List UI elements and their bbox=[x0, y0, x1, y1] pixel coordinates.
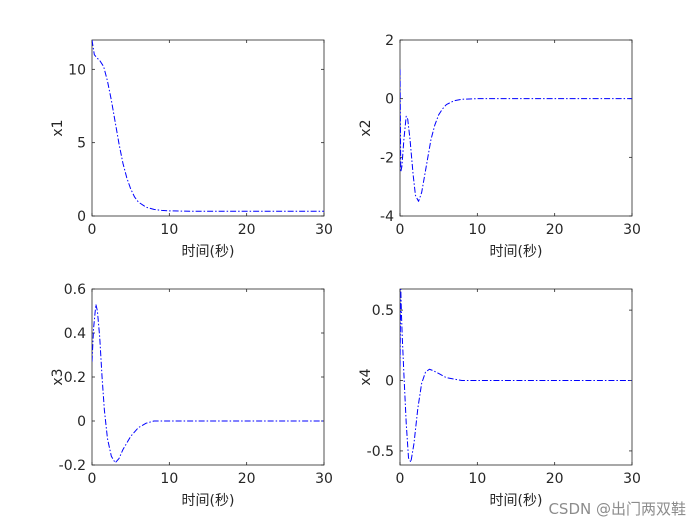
y-tick-label: 0.6 bbox=[64, 282, 86, 298]
x-tick-label: 30 bbox=[623, 222, 641, 238]
y-tick-label: 0 bbox=[385, 374, 394, 390]
series-line-x4 bbox=[400, 289, 632, 463]
y-axis-label: x4 bbox=[358, 368, 374, 385]
x-tick-label: 30 bbox=[623, 471, 641, 487]
subplot-4: 0 10 20 30-0.500.5时间(秒)x4 bbox=[358, 288, 641, 509]
x-tick-label: 0 bbox=[88, 471, 97, 487]
y-tick-label: 2 bbox=[385, 33, 394, 49]
series-line-x3 bbox=[92, 303, 324, 464]
axes-box bbox=[399, 288, 633, 466]
x-tick-label: 0 bbox=[396, 471, 405, 487]
x-tick-label: 20 bbox=[238, 222, 256, 238]
series-line-x2 bbox=[400, 69, 632, 202]
x-tick-label: 10 bbox=[468, 471, 486, 487]
x-axis-label: 时间(秒) bbox=[490, 493, 543, 509]
y-tick-label: 0.2 bbox=[64, 370, 86, 386]
y-tick-label: 0.5 bbox=[372, 303, 394, 319]
x-tick-label: 30 bbox=[315, 222, 333, 238]
series-line-x1 bbox=[92, 40, 324, 212]
y-tick-label: -0.5 bbox=[367, 444, 394, 460]
x-tick-label: 30 bbox=[315, 471, 333, 487]
y-axis-label: x1 bbox=[50, 119, 66, 136]
x-axis-label: 时间(秒) bbox=[490, 244, 543, 260]
y-tick-label: -2 bbox=[380, 150, 394, 166]
y-axis-label: x3 bbox=[50, 368, 66, 385]
x-tick-label: 20 bbox=[238, 471, 256, 487]
axes-box bbox=[91, 39, 325, 217]
y-tick-label: 0 bbox=[385, 92, 394, 108]
x-tick-label: 10 bbox=[468, 222, 486, 238]
axes-box bbox=[91, 288, 325, 466]
x-axis-label: 时间(秒) bbox=[182, 493, 235, 509]
y-axis-label: x2 bbox=[358, 119, 374, 136]
x-tick-label: 20 bbox=[546, 471, 564, 487]
y-tick-label: 5 bbox=[77, 136, 86, 152]
axes-box bbox=[399, 39, 633, 217]
y-tick-label: 0 bbox=[77, 209, 86, 225]
y-tick-label: 10 bbox=[68, 62, 86, 78]
subplot-3: 0 10 20 30-0.200.20.40.6时间(秒)x3 bbox=[50, 282, 333, 509]
x-tick-label: 20 bbox=[546, 222, 564, 238]
y-tick-label: 0 bbox=[77, 414, 86, 430]
x-tick-label: 10 bbox=[160, 471, 178, 487]
subplot-2: 0 10 20 30 -4 -2 0 2 时间(秒) x2 bbox=[358, 33, 641, 260]
x-axis-label: 时间(秒) bbox=[182, 244, 235, 260]
x-tick-label: 0 bbox=[88, 222, 97, 238]
y-tick-label: -4 bbox=[380, 209, 394, 225]
y-tick-label: -0.2 bbox=[59, 458, 86, 474]
x-tick-label: 10 bbox=[160, 222, 178, 238]
y-tick-label: 0.4 bbox=[64, 326, 86, 342]
x-tick-label: 0 bbox=[396, 222, 405, 238]
